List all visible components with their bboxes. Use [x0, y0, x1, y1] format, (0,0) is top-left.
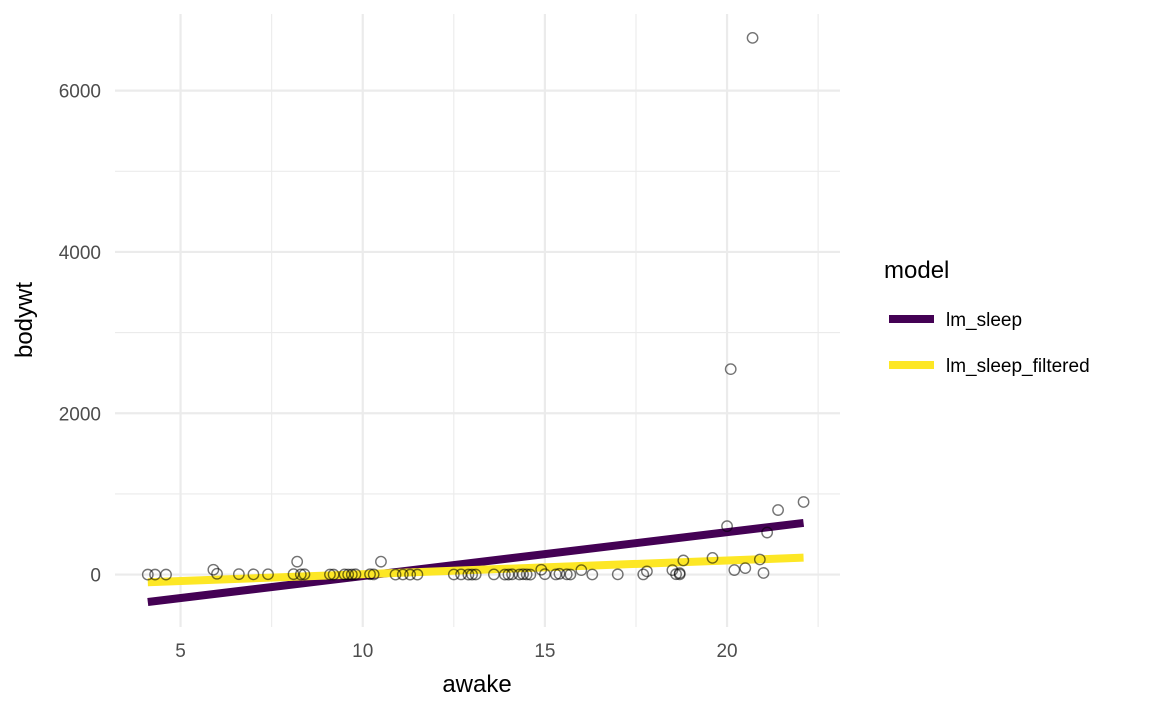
- regression-lines: [147, 518, 805, 606]
- data-point: [375, 555, 387, 568]
- data-point: [677, 554, 690, 567]
- data-point: [160, 568, 172, 581]
- legend: model lm_sleep lm_sleep_filtered: [884, 257, 1090, 377]
- data-point: [761, 526, 774, 539]
- data-point: [367, 568, 380, 581]
- data-point: [396, 568, 409, 581]
- x-axis-title: awake: [442, 671, 511, 698]
- data-point: [411, 568, 424, 581]
- legend-title: model: [884, 257, 949, 284]
- data-point: [611, 568, 624, 581]
- data-point: [721, 520, 733, 533]
- data-point: [342, 568, 355, 581]
- data-point: [797, 496, 810, 508]
- data-points: [141, 31, 810, 581]
- data-point: [586, 568, 599, 581]
- data-point: [141, 568, 154, 581]
- data-point: [560, 568, 573, 581]
- data-point: [706, 551, 719, 564]
- data-point: [724, 363, 737, 376]
- data-point: [232, 568, 245, 581]
- y-tick-label: 0: [90, 566, 101, 587]
- data-point: [345, 568, 358, 581]
- data-point: [211, 567, 223, 580]
- data-point: [469, 568, 482, 581]
- data-point: [520, 568, 533, 581]
- x-tick-label: 20: [716, 641, 737, 662]
- x-tick-label: 10: [352, 641, 373, 662]
- y-tick-label: 4000: [59, 243, 101, 264]
- data-point: [389, 568, 402, 581]
- data-point: [349, 568, 362, 581]
- data-point: [364, 568, 376, 581]
- data-point: [517, 568, 529, 581]
- data-point: [294, 568, 307, 581]
- data-point: [324, 568, 336, 581]
- data-point: [524, 568, 537, 581]
- data-point: [753, 553, 766, 566]
- data-point: [673, 567, 686, 580]
- data-point: [498, 568, 511, 581]
- data-point: [772, 504, 784, 516]
- data-point: [404, 568, 417, 581]
- data-point: [637, 568, 650, 581]
- data-point: [291, 555, 304, 568]
- x-tick-label: 5: [175, 641, 186, 662]
- data-point: [641, 565, 653, 578]
- y-tick-label: 2000: [59, 404, 101, 425]
- data-point: [564, 568, 577, 581]
- data-point: [298, 568, 311, 581]
- data-point: [757, 567, 770, 579]
- data-point: [746, 31, 759, 44]
- y-axis-title: bodywt: [11, 282, 38, 358]
- data-point: [575, 564, 588, 577]
- data-point: [247, 568, 260, 581]
- y-tick-label: 6000: [59, 82, 101, 103]
- regression-line-lm-sleep: [147, 518, 805, 606]
- x-axis-tick-labels: 5 10 15 20: [175, 641, 737, 662]
- legend-label-lm-sleep: lm_sleep: [946, 310, 1022, 331]
- y-axis-tick-labels: 0 2000 4000 6000: [59, 82, 101, 587]
- data-point: [462, 568, 475, 581]
- gridlines: [115, 14, 840, 627]
- data-point: [447, 568, 460, 581]
- data-point: [728, 564, 741, 576]
- data-point: [262, 568, 274, 581]
- legend-label-lm-sleep-filtered: lm_sleep_filtered: [946, 356, 1090, 377]
- x-tick-label: 15: [534, 641, 555, 662]
- data-point: [207, 563, 220, 576]
- data-point: [739, 562, 752, 575]
- data-point: [466, 568, 478, 581]
